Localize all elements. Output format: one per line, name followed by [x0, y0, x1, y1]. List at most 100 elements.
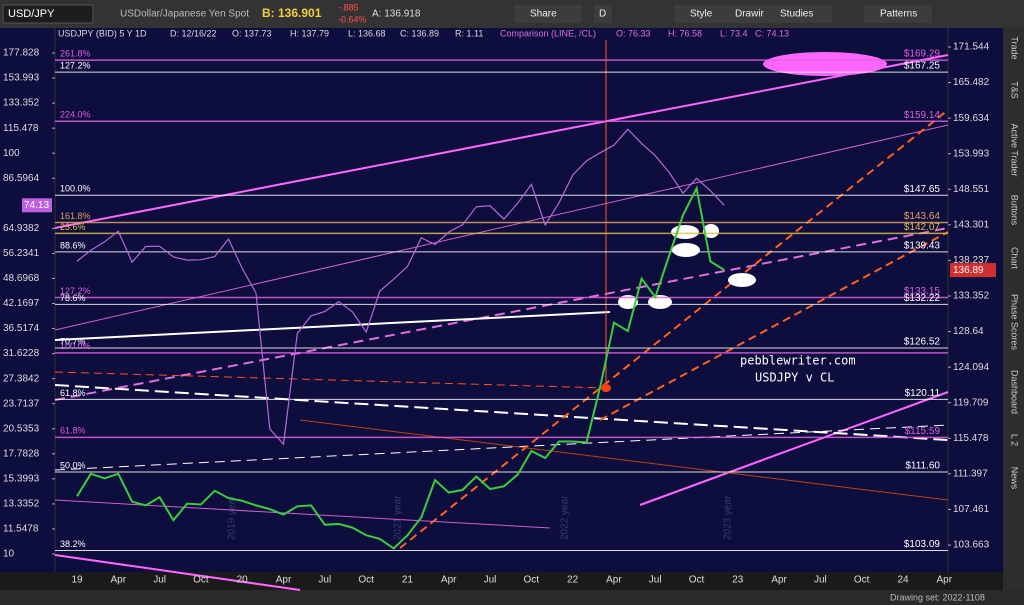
y-tick-label: 165.482: [953, 77, 990, 88]
price-line: [76, 128, 725, 446]
fib-pct: 100.0%: [60, 184, 91, 194]
y-tick-label: 64.9382: [3, 223, 40, 234]
fib-price: $169.29: [904, 49, 941, 60]
y-tick-label: 20.5353: [3, 423, 40, 434]
toolbar-button[interactable]: [864, 5, 932, 23]
trend-line: [54, 311, 611, 341]
fib-price: $159.14: [904, 110, 941, 121]
y-tick-label: 124.094: [953, 362, 990, 373]
comparison-price-box: [22, 198, 52, 213]
side-tab[interactable]: Chart: [1010, 247, 1020, 270]
trend-line: [54, 499, 551, 529]
side-tab[interactable]: Buttons: [1010, 195, 1020, 226]
fib-pct: 70.7%: [60, 336, 86, 346]
x-tick-label: 20: [237, 575, 249, 586]
y-tick-label: 171.544: [953, 42, 990, 53]
x-tick-label: 22: [567, 575, 579, 586]
x-tick-label: Jul: [814, 575, 827, 586]
toolbar-button-label[interactable]: Studies: [780, 9, 813, 20]
y-tick-label: 17.7828: [3, 448, 40, 459]
last-price-box: [950, 263, 996, 278]
comparison-price: 74.13: [24, 200, 49, 211]
marker: [728, 273, 756, 287]
side-tab[interactable]: L 2: [1010, 434, 1020, 446]
toolbar-button[interactable]: [594, 5, 612, 23]
x-tick-label: Jul: [318, 575, 331, 586]
y-tick-label: 36.5174: [3, 323, 40, 334]
toolbar-button[interactable]: [514, 5, 582, 23]
fib-price: $139.43: [904, 241, 941, 252]
y-tick-label: 115.478: [953, 433, 989, 444]
fib-price: $111.60: [905, 461, 940, 472]
drawings: [54, 40, 949, 591]
fib-pct: 61.8%: [60, 388, 86, 398]
toolbar-button-label[interactable]: D: [599, 9, 606, 20]
marker: [672, 243, 700, 257]
toolbar-button-label[interactable]: Patterns: [880, 9, 917, 20]
ask: A: 136.918: [372, 9, 421, 20]
fib-pct: 127.2%: [60, 286, 91, 296]
symbol[interactable]: USD/JPY: [8, 8, 55, 20]
y-tick-label: 119.709: [953, 397, 989, 408]
x-tick-label: 21: [402, 575, 414, 586]
y-tick-label: 138.237: [953, 255, 990, 266]
toolbar-button[interactable]: [764, 5, 832, 23]
header-field: H: 137.79: [290, 28, 329, 38]
y-tick-label: 10: [3, 549, 15, 560]
x-tick-label: Apr: [441, 575, 457, 586]
y-tick-label: 27.3842: [3, 373, 40, 384]
y-tick-label: 100: [3, 148, 20, 159]
marker: [703, 224, 719, 238]
side-tab[interactable]: Trade: [1010, 36, 1020, 59]
fib-pct: 161.8%: [60, 211, 91, 221]
comparison-field: C: 74.13: [755, 28, 789, 38]
fib-price: $120.11: [905, 388, 941, 399]
y-tick-label: 11.5478: [3, 524, 39, 535]
toolbar: [0, 0, 1024, 28]
symbol-box[interactable]: [2, 4, 94, 24]
y-tick-label: 133.352: [953, 291, 990, 302]
x-tick-label: Jul: [484, 575, 497, 586]
trend-line: [54, 54, 949, 229]
side-tab[interactable]: News: [1010, 467, 1020, 490]
marker: [618, 295, 638, 309]
comparison-field: Comparison (LINE, /CL): [500, 28, 596, 38]
header-field: D: 12/16/22: [170, 28, 217, 38]
x-axis-bg: [0, 572, 1003, 590]
toolbar-button-label[interactable]: Style: [690, 9, 713, 20]
x-tick-label: Oct: [524, 575, 540, 586]
x-tick-label: Apr: [606, 575, 622, 586]
side-tab[interactable]: Active Trader: [1010, 123, 1020, 176]
y-tick-label: 128.64: [953, 326, 984, 337]
year-watermark: 2022 year: [560, 495, 571, 540]
x-tick-label: 19: [71, 575, 83, 586]
x-tick-label: Apr: [771, 575, 787, 586]
trend-line: [599, 231, 949, 421]
fib-pct: 23.6%: [60, 222, 86, 232]
y-tick-label: 23.7137: [3, 398, 40, 409]
marker: [648, 295, 672, 309]
status-text: Drawing set: 2022-1108: [890, 592, 985, 602]
x-tick-label: Apr: [937, 575, 953, 586]
side-tab[interactable]: T&S: [1010, 81, 1020, 99]
header-field: R: 1.11: [455, 28, 483, 38]
x-tick-label: Oct: [358, 575, 374, 586]
fib-price: $103.09: [904, 539, 941, 550]
toolbar-button-label[interactable]: Share: [530, 9, 557, 20]
side-tab[interactable]: Phase Scores: [1010, 294, 1020, 351]
x-tick-label: 24: [897, 575, 909, 586]
fib-price: $142.07: [904, 222, 941, 233]
trend-line: [54, 424, 949, 471]
y-tick-label: 133.352: [3, 98, 40, 109]
y-tick-label: 111.397: [953, 468, 988, 479]
header-field: USDJPY (BID) 5 Y 1D: [58, 28, 147, 38]
fib-price: $133.15: [904, 286, 941, 297]
toolbar-button-label[interactable]: Drawings: [735, 9, 777, 20]
comparison-field: H: 76.58: [668, 28, 702, 38]
fib-pct: 224.0%: [60, 110, 91, 120]
last-price: 136.89: [953, 265, 984, 276]
fib-pct: 127.2%: [60, 60, 91, 70]
y-tick-label: 148.551: [953, 184, 990, 195]
side-tab[interactable]: Dashboard: [1010, 370, 1020, 414]
y-tick-label: 153.993: [3, 73, 40, 84]
